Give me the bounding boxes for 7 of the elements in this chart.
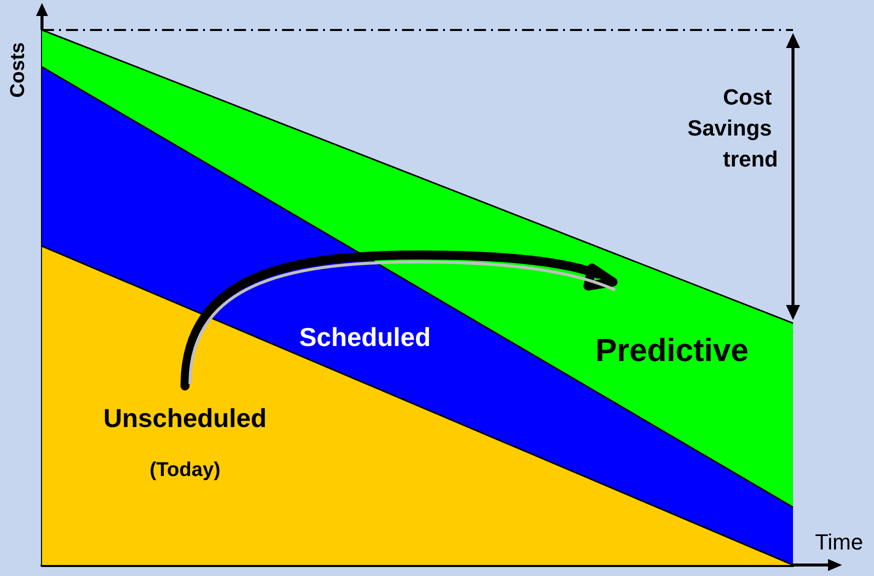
series-label: Predictive	[596, 332, 748, 368]
annotation: Cost Savings trend	[688, 84, 778, 172]
x-axis-title: Time	[815, 530, 864, 554]
y-axis-title: Costs	[7, 42, 29, 98]
annotation: (Today)	[150, 459, 220, 481]
series-label: Scheduled	[299, 322, 431, 352]
series-label: Unscheduled	[103, 403, 267, 433]
